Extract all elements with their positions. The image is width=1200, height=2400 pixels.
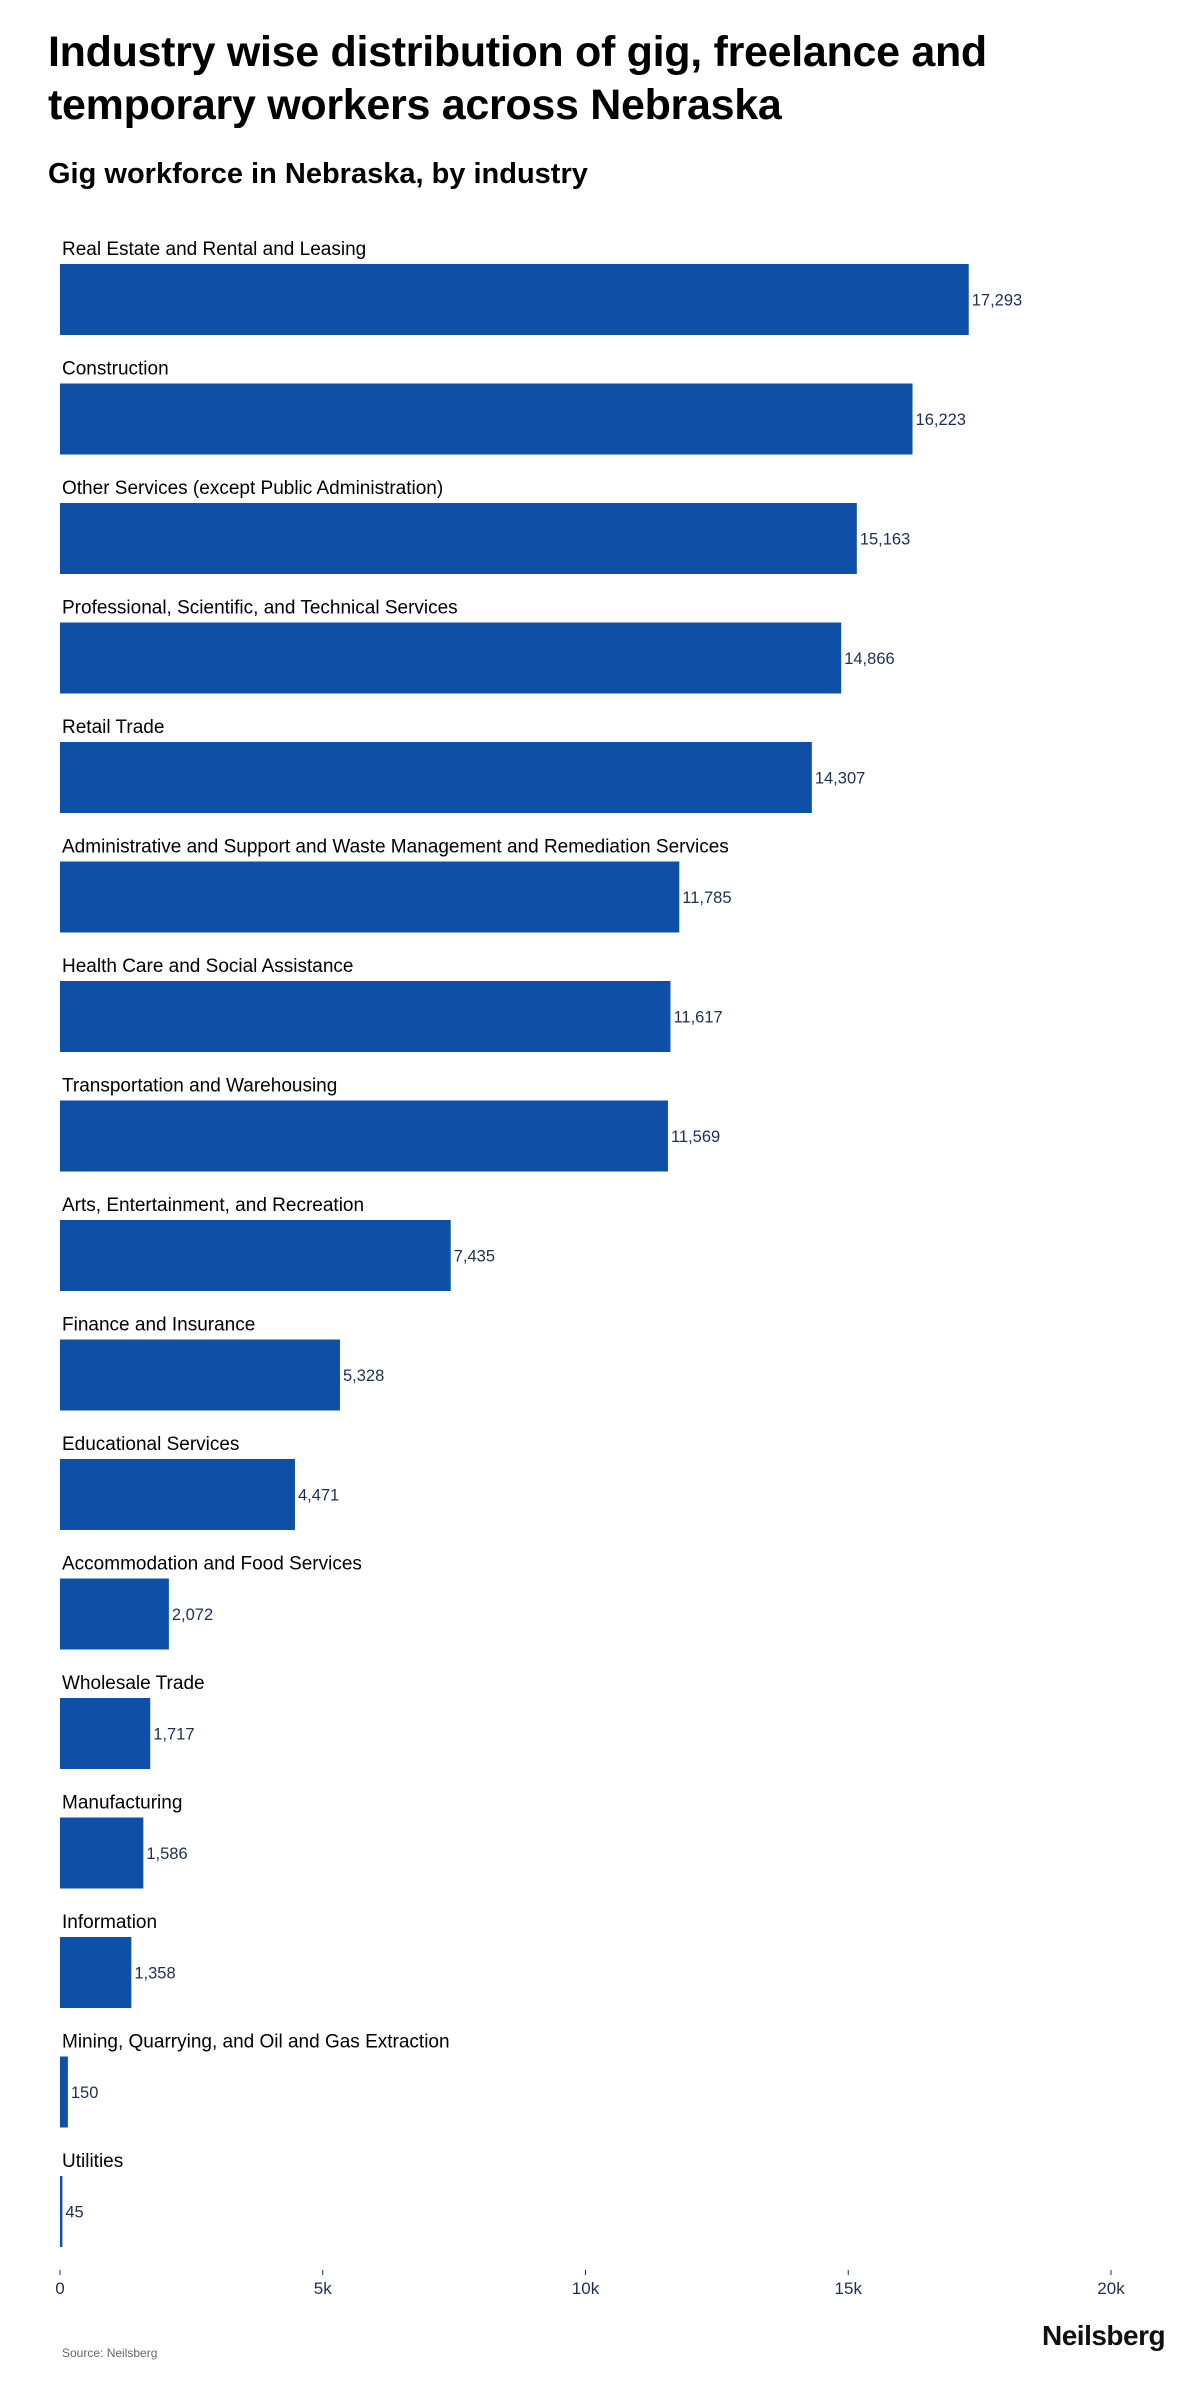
bar — [60, 1698, 151, 1769]
bar — [60, 2056, 68, 2128]
value-label: 1,358 — [134, 1965, 175, 1983]
category-label: Utilities — [62, 2151, 123, 2172]
bar — [60, 264, 969, 335]
bar — [60, 383, 913, 455]
category-label: Mining, Quarrying, and Oil and Gas Extra… — [62, 2032, 450, 2053]
value-label: 1,586 — [146, 1845, 187, 1863]
bar — [60, 861, 680, 933]
x-tick-label: 20k — [1097, 2279, 1125, 2298]
value-label: 7,435 — [454, 1248, 495, 1266]
bar — [60, 1100, 668, 1172]
value-label: 14,866 — [844, 650, 894, 668]
chart-title: Industry wise distribution of gig, freel… — [48, 28, 987, 129]
category-label: Accommodation and Food Services — [62, 1554, 362, 1575]
category-label: Administrative and Support and Waste Man… — [62, 837, 729, 858]
bar — [60, 2176, 63, 2247]
value-label: 17,293 — [972, 292, 1022, 310]
category-label: Educational Services — [62, 1434, 239, 1455]
bar — [60, 1220, 451, 1291]
value-label: 5,328 — [343, 1367, 384, 1385]
bar — [60, 1339, 340, 1411]
bar — [60, 622, 842, 694]
value-label: 150 — [71, 2084, 99, 2102]
value-label: 14,307 — [815, 770, 865, 788]
category-label: Health Care and Social Assistance — [62, 956, 354, 977]
value-label: 11,569 — [671, 1128, 720, 1146]
value-label: 45 — [65, 2204, 83, 2222]
category-label: Professional, Scientific, and Technical … — [62, 598, 458, 619]
x-tick-label: 15k — [835, 2279, 863, 2298]
bar — [60, 1937, 132, 2008]
bar — [60, 981, 671, 1052]
chart-subtitle: Gig workforce in Nebraska, by industry — [48, 158, 588, 190]
category-label: Wholesale Trade — [62, 1673, 205, 1694]
category-label: Retail Trade — [62, 717, 164, 738]
bar — [60, 1459, 295, 1530]
category-label: Other Services (except Public Administra… — [62, 478, 443, 499]
value-label: 1,717 — [153, 1726, 194, 1744]
bar — [60, 742, 812, 813]
category-label: Real Estate and Rental and Leasing — [62, 239, 366, 260]
category-label: Construction — [62, 359, 169, 380]
x-tick-label: 0 — [55, 2279, 64, 2298]
value-label: 4,471 — [298, 1487, 339, 1505]
bar — [60, 1578, 169, 1650]
category-label: Information — [62, 1912, 157, 1933]
bar — [60, 1817, 144, 1889]
category-label: Manufacturing — [62, 1793, 182, 1814]
value-label: 11,785 — [682, 889, 731, 907]
value-label: 11,617 — [673, 1009, 722, 1027]
category-label: Finance and Insurance — [62, 1315, 255, 1336]
source-note: Source: Neilsberg — [62, 2346, 158, 2360]
category-label: Transportation and Warehousing — [62, 1076, 337, 1097]
x-tick-label: 10k — [572, 2279, 600, 2298]
bar — [60, 503, 857, 574]
category-label: Arts, Entertainment, and Recreation — [62, 1195, 364, 1216]
brand-logo: Neilsberg — [1042, 2320, 1166, 2351]
value-label: 16,223 — [916, 411, 966, 429]
x-tick-label: 5k — [314, 2279, 332, 2298]
value-label: 2,072 — [172, 1606, 213, 1624]
value-label: 15,163 — [860, 531, 910, 549]
